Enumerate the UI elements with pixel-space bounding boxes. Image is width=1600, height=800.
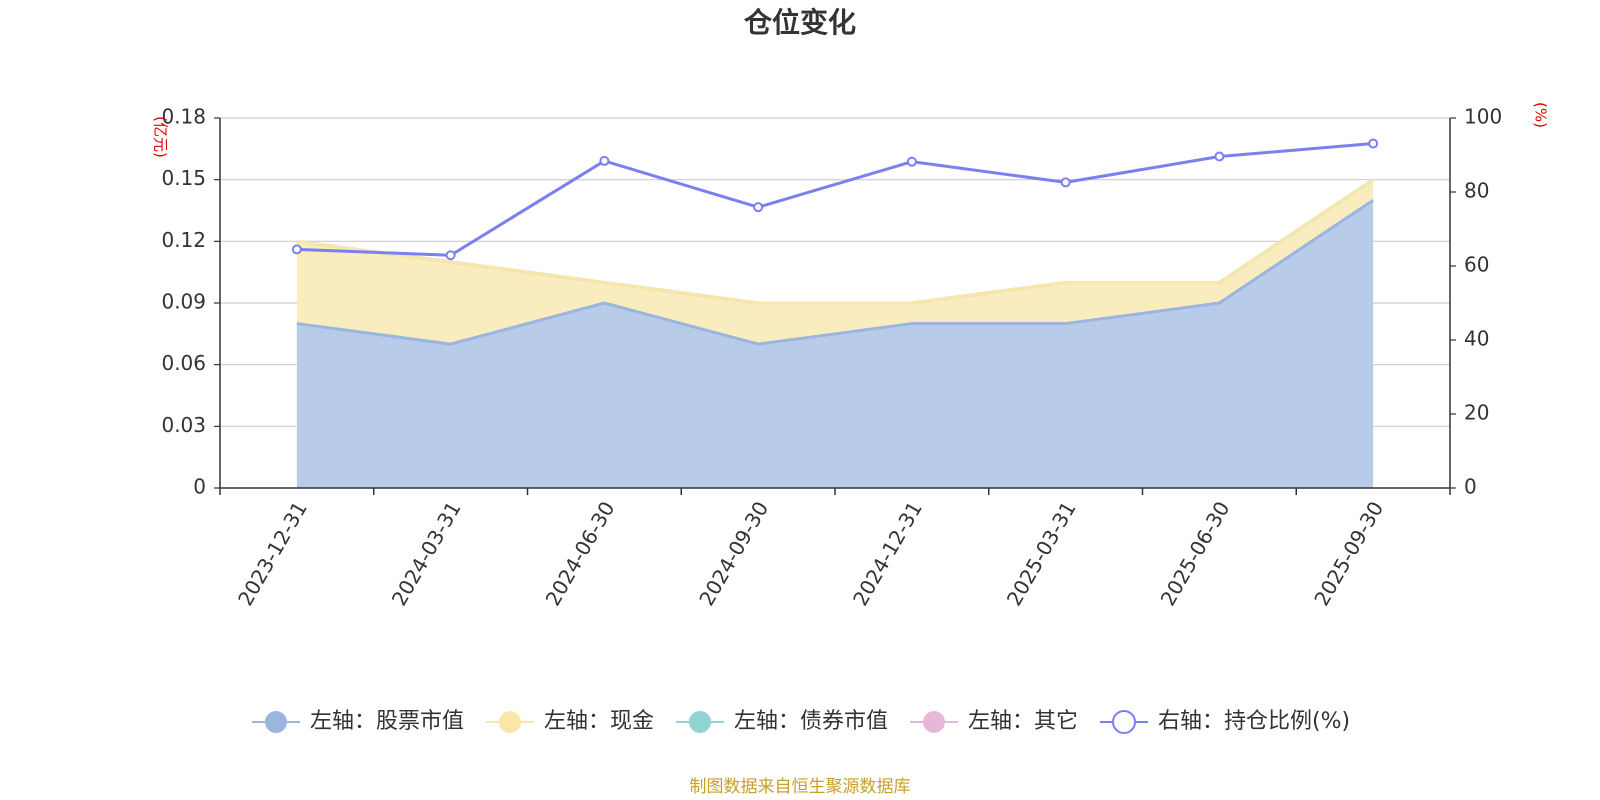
- line-point: [906, 156, 917, 167]
- area-左轴：股票市值: [296, 200, 1374, 488]
- line-point: [753, 202, 764, 213]
- area-左轴：现金: [296, 179, 1374, 345]
- left-axis-tick-label: 0.12: [161, 228, 206, 252]
- line-point: [1060, 177, 1071, 188]
- legend-marker: [1112, 710, 1136, 734]
- legend-label: 左轴：其它: [968, 709, 1078, 734]
- x-axis-label: 2025-03-31: [1002, 497, 1081, 610]
- line-point: [445, 250, 456, 261]
- line-point: [291, 244, 302, 255]
- legend-label: 左轴：现金: [544, 709, 654, 734]
- right-axis-tick-label: 80: [1464, 179, 1489, 203]
- x-axis-label: 2024-09-30: [694, 497, 773, 610]
- x-axis-label: 2024-06-30: [541, 497, 620, 610]
- right-axis-unit: (%): [1532, 102, 1550, 128]
- legend-label: 左轴：股票市值: [310, 709, 464, 734]
- left-axis-tick-label: 0.15: [161, 166, 206, 190]
- right-axis-tick-label: 60: [1464, 253, 1489, 277]
- area-outline-左轴：现金: [296, 178, 1374, 305]
- right-axis-tick-label: 0: [1464, 475, 1477, 499]
- line-point: [1368, 138, 1379, 149]
- left-axis-unit: (亿元): [152, 116, 170, 158]
- right-axis-tick-label: 40: [1464, 327, 1489, 351]
- line-point: [1214, 151, 1225, 162]
- left-axis-tick-label: 0.03: [161, 413, 206, 437]
- line-右轴：持仓比例(%): [296, 142, 1374, 257]
- left-axis-tick-label: 0: [193, 475, 206, 499]
- left-axis-tick-label: 0.06: [161, 351, 206, 375]
- area-layer: [296, 178, 1374, 488]
- legend-marker: [265, 711, 287, 733]
- legend-marker: [689, 711, 711, 733]
- x-axis-label: 2023-12-31: [233, 497, 312, 610]
- legend-marker: [499, 711, 521, 733]
- chart-title: 仓位变化: [744, 6, 856, 39]
- legend-marker: [923, 711, 945, 733]
- line-layer: [291, 138, 1379, 261]
- x-axis-label: 2025-06-30: [1156, 497, 1235, 610]
- left-axis-tick-label: 0.18: [161, 105, 206, 129]
- legend-label: 左轴：债券市值: [734, 709, 888, 734]
- right-axis-tick-label: 100: [1464, 105, 1502, 129]
- source-note: 制图数据来自恒生聚源数据库: [690, 777, 911, 797]
- legend-label: 右轴：持仓比例(%): [1158, 709, 1350, 734]
- legend: 左轴：股票市值 左轴：现金 左轴：债券市值 左轴：其它 右轴：持仓比例(%): [252, 709, 1350, 734]
- right-axis-tick-label: 20: [1464, 401, 1489, 425]
- x-axis-label: 2025-09-30: [1309, 497, 1388, 610]
- x-axis-label: 2024-12-31: [848, 497, 927, 610]
- left-axis-tick-label: 0.09: [161, 290, 206, 314]
- x-axis-label: 2024-03-31: [387, 497, 466, 610]
- line-point: [599, 155, 610, 166]
- area-outline-左轴：股票市值: [296, 198, 1374, 346]
